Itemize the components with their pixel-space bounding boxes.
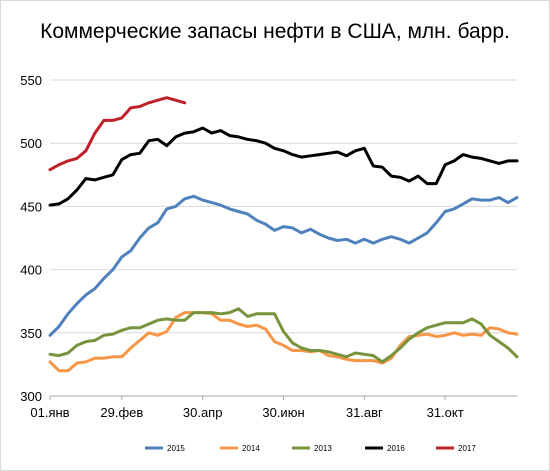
y-tick-label: 500 [20, 136, 42, 151]
legend-label-2014: 2014 [242, 444, 260, 453]
x-tick-label: 31.окт [427, 405, 464, 420]
series-line-2016 [48, 126, 519, 207]
legend-label-2016: 2016 [387, 444, 405, 453]
series-line-2017 [48, 96, 187, 172]
series-lines [48, 96, 519, 373]
x-tick-label: 29.фев [100, 405, 143, 420]
legend-label-2015: 2015 [167, 444, 185, 453]
x-tick-label: 30.апр [183, 405, 223, 420]
y-tick-label: 550 [20, 73, 42, 88]
x-tick-label: 31.авг [346, 405, 383, 420]
series-line-2014 [48, 311, 519, 373]
series-line-2013 [48, 307, 519, 364]
y-tick-label: 450 [20, 199, 42, 214]
y-tick-label: 300 [20, 389, 42, 404]
y-tick-labels: 300 350 400 450 500 550 [20, 73, 42, 404]
legend-label-2017: 2017 [458, 444, 476, 453]
legend: 2015 2014 2013 2016 2017 [145, 444, 476, 453]
chart-title: Коммерческие запасы нефти в США, млн. ба… [40, 20, 510, 43]
x-tick-label: 01.янв [30, 405, 69, 420]
legend-label-2013: 2013 [314, 444, 332, 453]
series-line-2015 [48, 194, 519, 337]
axes [49, 395, 517, 400]
y-tick-label: 350 [20, 326, 42, 341]
x-tick-labels: 01.янв 29.фев 30.апр 30.июн 31.авг 31.окт [30, 405, 463, 420]
y-tick-label: 400 [20, 263, 42, 278]
x-tick-label: 30.июн [262, 405, 304, 420]
